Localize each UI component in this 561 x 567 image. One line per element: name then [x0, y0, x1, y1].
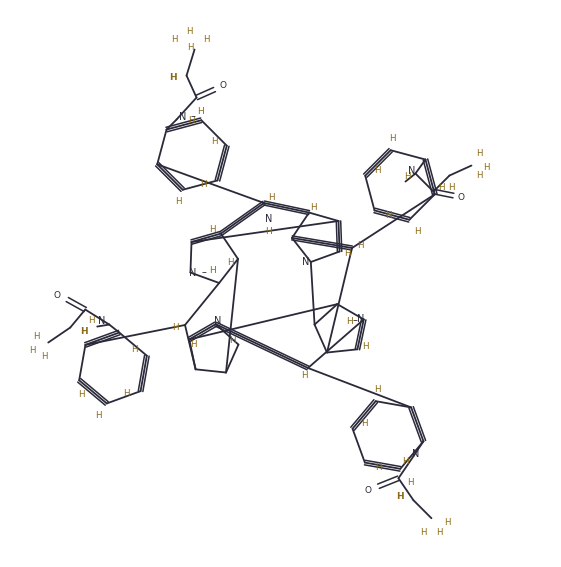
Text: –: –	[352, 315, 357, 325]
Text: H: H	[344, 249, 351, 258]
Text: H: H	[420, 528, 427, 537]
Text: H: H	[200, 180, 207, 189]
Text: H: H	[375, 463, 382, 472]
Text: H: H	[176, 197, 182, 206]
Text: N: N	[98, 316, 105, 325]
Text: H: H	[209, 266, 216, 275]
Text: H: H	[29, 346, 35, 355]
Text: H: H	[229, 336, 236, 345]
Text: N: N	[179, 112, 186, 121]
Text: H: H	[476, 171, 482, 180]
Text: N: N	[408, 166, 415, 176]
Text: H: H	[203, 35, 210, 44]
Text: N: N	[214, 316, 222, 326]
Text: H: H	[78, 390, 85, 399]
Text: H: H	[361, 419, 368, 428]
Text: H: H	[444, 518, 450, 527]
Text: H: H	[88, 316, 95, 325]
Text: H: H	[190, 340, 196, 349]
Text: H: H	[186, 27, 193, 36]
Text: H: H	[407, 479, 413, 487]
Text: H: H	[197, 107, 204, 116]
Text: O: O	[54, 291, 61, 300]
Text: H: H	[438, 183, 445, 192]
Text: H: H	[211, 137, 218, 146]
Text: H: H	[123, 388, 130, 397]
Text: H: H	[389, 134, 396, 143]
Text: N: N	[188, 268, 196, 277]
Text: H: H	[414, 227, 421, 236]
Text: H: H	[310, 203, 316, 212]
Text: H: H	[210, 225, 216, 234]
Text: H: H	[357, 240, 364, 249]
Text: N: N	[357, 315, 365, 324]
Text: H: H	[171, 35, 178, 44]
Text: –: –	[202, 268, 207, 277]
Text: H: H	[188, 116, 195, 125]
Text: H: H	[362, 342, 369, 351]
Text: H: H	[169, 73, 176, 82]
Text: H: H	[301, 371, 307, 380]
Text: H: H	[131, 345, 138, 354]
Text: N: N	[302, 257, 310, 267]
Text: H: H	[374, 166, 380, 175]
Text: H: H	[33, 332, 39, 341]
Text: H: H	[396, 492, 403, 501]
Text: H: H	[448, 183, 455, 192]
Text: H: H	[187, 43, 194, 52]
Text: H: H	[385, 211, 392, 220]
Text: H: H	[483, 163, 490, 172]
Text: H: H	[346, 317, 353, 326]
Text: H: H	[476, 149, 482, 158]
Text: H: H	[436, 528, 443, 537]
Text: H: H	[402, 457, 409, 466]
Text: N: N	[412, 449, 419, 459]
Text: N: N	[265, 214, 273, 224]
Text: H: H	[374, 384, 381, 393]
Text: O: O	[219, 81, 226, 90]
Text: H: H	[172, 324, 178, 332]
Text: O: O	[458, 193, 465, 202]
Text: H: H	[227, 259, 233, 268]
Text: –: –	[190, 112, 195, 121]
Text: H: H	[404, 172, 411, 181]
Text: H: H	[41, 352, 48, 361]
Text: O: O	[365, 486, 372, 495]
Text: H: H	[265, 226, 273, 235]
Text: H: H	[80, 327, 88, 336]
Text: H: H	[268, 193, 274, 201]
Text: H: H	[95, 411, 102, 420]
